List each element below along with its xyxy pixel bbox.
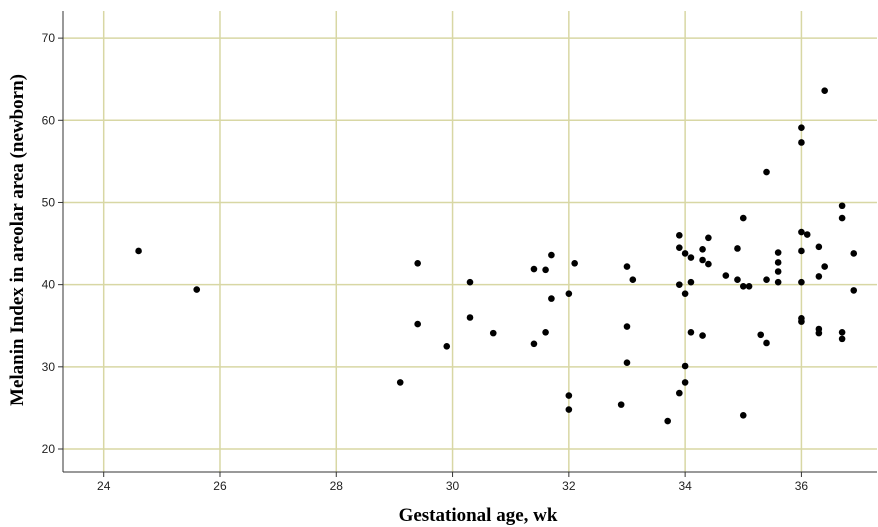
data-point: [798, 247, 805, 255]
data-point: [687, 254, 695, 261]
data-point: [629, 276, 637, 284]
data-point: [676, 389, 683, 397]
y-axis-title: Melanin Index in areolar area (newborn): [7, 74, 28, 406]
data-point: [821, 263, 828, 270]
data-point: [734, 245, 741, 252]
data-point: [798, 139, 805, 146]
data-point: [681, 379, 689, 386]
x-tick-label: 26: [213, 479, 227, 493]
y-tick-label: 60: [42, 113, 56, 127]
data-point: [739, 411, 747, 419]
data-point: [676, 232, 683, 239]
data-point: [489, 329, 497, 337]
data-point: [687, 329, 695, 336]
data-point: [757, 331, 765, 339]
data-point: [739, 282, 747, 290]
data-point: [850, 250, 858, 257]
data-point: [705, 234, 712, 242]
x-tick-label: 30: [446, 479, 460, 493]
data-point: [548, 295, 555, 302]
data-point: [565, 392, 573, 399]
data-point: [542, 329, 549, 336]
data-point: [414, 320, 421, 328]
data-point: [396, 379, 404, 386]
axes: [58, 11, 877, 477]
data-point: [815, 329, 823, 337]
data-point: [530, 265, 538, 273]
data-point: [821, 87, 828, 95]
data-point: [763, 168, 770, 176]
data-point: [745, 282, 753, 290]
data-point: [815, 243, 823, 251]
data-point: [774, 268, 782, 275]
data-point: [443, 342, 451, 350]
data-points: [135, 87, 858, 425]
data-point: [763, 339, 770, 347]
data-point: [699, 246, 706, 253]
y-tick-label: 50: [42, 195, 56, 209]
data-point: [414, 259, 421, 267]
y-tick-label: 40: [42, 278, 56, 292]
data-point: [699, 332, 706, 339]
data-point: [815, 273, 823, 280]
y-tick-label: 70: [42, 31, 56, 45]
x-tick-label: 28: [330, 479, 344, 493]
data-point: [193, 286, 201, 293]
tick-labels: 24 26 28 30 32 34 36 20 30 40 50 60 70: [42, 31, 809, 493]
data-point: [734, 276, 741, 284]
data-point: [850, 287, 858, 294]
data-point: [542, 266, 549, 274]
data-point: [699, 256, 706, 264]
data-point: [838, 202, 846, 210]
data-point: [798, 318, 805, 325]
data-point: [571, 259, 578, 267]
data-point: [681, 362, 689, 370]
data-point: [803, 231, 811, 238]
data-point: [798, 228, 805, 236]
data-point: [466, 314, 474, 321]
data-point: [705, 260, 712, 268]
x-tick-label: 24: [97, 479, 111, 493]
data-point: [530, 340, 538, 348]
data-point: [722, 272, 730, 279]
data-point: [774, 249, 782, 256]
x-tick-label: 32: [562, 479, 576, 493]
x-tick-label: 34: [678, 479, 692, 493]
data-point: [838, 329, 846, 336]
data-point: [466, 278, 474, 286]
data-point: [135, 247, 142, 255]
data-point: [617, 401, 625, 408]
y-tick-label: 30: [42, 360, 56, 374]
data-point: [687, 278, 695, 286]
data-point: [565, 406, 573, 413]
x-axis-title: Gestational age, wk: [399, 505, 558, 526]
data-point: [623, 359, 631, 367]
data-point: [676, 244, 683, 251]
data-point: [676, 281, 683, 288]
data-point: [798, 278, 805, 286]
data-point: [548, 251, 555, 259]
y-tick-label: 20: [42, 442, 56, 456]
data-point: [664, 417, 671, 425]
data-point: [565, 290, 573, 297]
data-point: [623, 323, 631, 330]
data-point: [763, 276, 770, 284]
data-point: [774, 259, 782, 266]
data-point: [623, 263, 631, 270]
data-point: [774, 278, 782, 286]
data-point: [681, 290, 689, 297]
x-tick-label: 36: [795, 479, 809, 493]
data-point: [739, 214, 747, 222]
data-point: [681, 250, 689, 257]
data-point: [838, 335, 846, 343]
data-point: [838, 214, 846, 222]
data-point: [798, 124, 805, 131]
